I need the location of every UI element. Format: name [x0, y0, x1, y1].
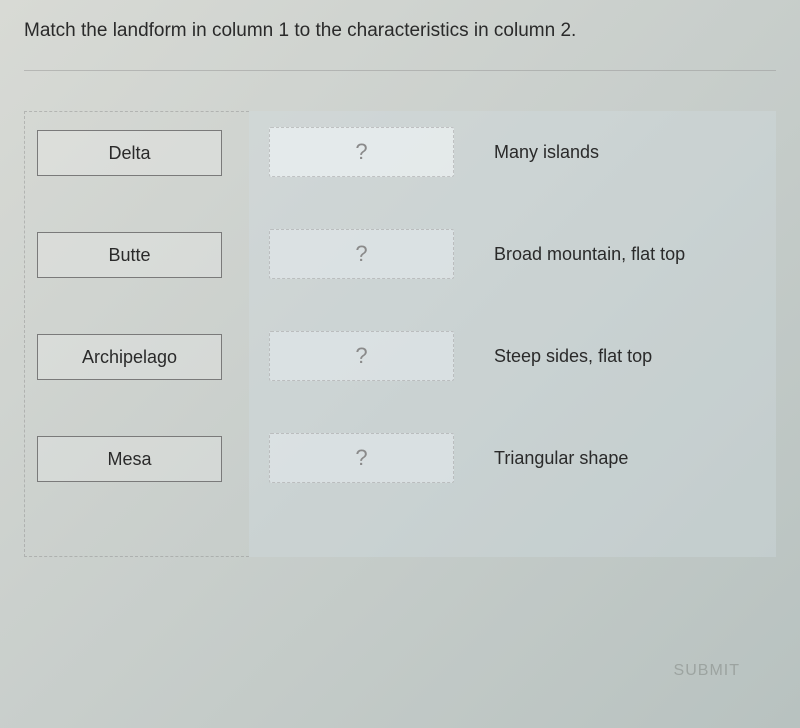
drop-slot-2[interactable]: ?: [269, 229, 454, 279]
drop-slot-4[interactable]: ?: [269, 433, 454, 483]
characteristic-text: Steep sides, flat top: [494, 346, 766, 367]
drag-item-label: Archipelago: [82, 347, 177, 368]
divider: [24, 70, 776, 71]
match-row: ? Many islands: [269, 129, 766, 175]
drag-item-archipelago[interactable]: Archipelago: [37, 334, 222, 380]
match-row: ? Triangular shape: [269, 435, 766, 481]
drop-column: ? Many islands ? Broad mountain, flat to…: [249, 111, 776, 557]
drag-item-delta[interactable]: Delta: [37, 130, 222, 176]
placeholder-icon: ?: [355, 445, 367, 471]
characteristic-text: Many islands: [494, 142, 766, 163]
placeholder-icon: ?: [355, 241, 367, 267]
drag-item-label: Delta: [108, 143, 150, 164]
matching-area: Delta Butte Archipelago Mesa ? Many isla…: [24, 111, 776, 557]
drop-slot-1[interactable]: ?: [269, 127, 454, 177]
drag-item-butte[interactable]: Butte: [37, 232, 222, 278]
drag-item-mesa[interactable]: Mesa: [37, 436, 222, 482]
placeholder-icon: ?: [355, 343, 367, 369]
drop-slot-3[interactable]: ?: [269, 331, 454, 381]
draggable-column: Delta Butte Archipelago Mesa: [24, 111, 249, 557]
match-row: ? Steep sides, flat top: [269, 333, 766, 379]
drag-item-label: Butte: [108, 245, 150, 266]
submit-button[interactable]: SUBMIT: [674, 662, 740, 680]
characteristic-text: Broad mountain, flat top: [494, 244, 766, 265]
characteristic-text: Triangular shape: [494, 448, 766, 469]
placeholder-icon: ?: [355, 139, 367, 165]
match-row: ? Broad mountain, flat top: [269, 231, 766, 277]
drag-item-label: Mesa: [107, 449, 151, 470]
question-text: Match the landform in column 1 to the ch…: [24, 20, 776, 42]
